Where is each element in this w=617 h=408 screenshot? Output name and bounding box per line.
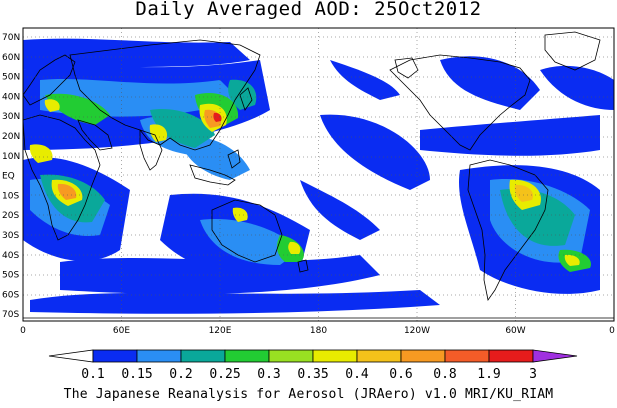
- colorbar-label: 0.3: [257, 367, 280, 382]
- colorbar-label: 0.1: [81, 367, 104, 382]
- longitude-labels: 0 60E 120E 180 120W 60W 0: [20, 326, 615, 336]
- longitude-label: 0: [609, 326, 615, 336]
- colorbar-swatch: [180, 349, 226, 363]
- colorbar-label: 1.9: [477, 367, 500, 382]
- footer-caption: The Japanese Reanalysis for Aerosol (JRA…: [63, 387, 554, 402]
- colorbar-swatch: [532, 349, 578, 363]
- latitude-label: 10S: [2, 191, 19, 201]
- latitude-label: EQ: [2, 172, 15, 182]
- latitude-label: 30S: [2, 231, 19, 241]
- longitude-label: 0: [20, 326, 26, 336]
- map-frame: [22, 27, 615, 322]
- colorbar-swatch: [48, 349, 94, 363]
- aod-field: [23, 38, 614, 314]
- colorbar-label: 0.35: [297, 367, 328, 382]
- colorbar-swatch: [224, 349, 270, 363]
- longitude-label: 120E: [209, 326, 232, 336]
- grid-lines: [23, 28, 614, 321]
- latitude-label: 50N: [2, 73, 20, 83]
- latitude-label: 20S: [2, 211, 19, 221]
- colorbar-label: 0.2: [169, 367, 192, 382]
- colorbar-swatch: [400, 349, 446, 363]
- latitude-label: 40N: [2, 92, 20, 102]
- latitude-label: 40S: [2, 251, 19, 261]
- colorbar-label: 0.15: [121, 367, 152, 382]
- latitude-label: 60S: [2, 290, 19, 300]
- latitude-label: 70S: [2, 310, 19, 320]
- latitude-label: 20N: [2, 132, 20, 142]
- latitude-label: 60N: [2, 53, 20, 63]
- colorbar-swatch: [488, 349, 534, 363]
- colorbar-label: 0.6: [389, 367, 412, 382]
- longitude-label: 180: [310, 326, 327, 336]
- colorbar-label: 0.25: [209, 367, 240, 382]
- chart-title: Daily Averaged AOD: 25Oct2012: [135, 0, 482, 20]
- longitude-label: 60W: [505, 326, 525, 336]
- latitude-label: 50S: [2, 271, 19, 281]
- latitude-labels: 70N 60N 50N 40N 30N 20N 10N EQ 10S 20S 30S 40S 50S 60…: [2, 33, 20, 320]
- colorbar-swatch: [444, 349, 490, 363]
- coastlines: [23, 31, 614, 319]
- colorbar-swatch: [356, 349, 402, 363]
- latitude-label: 30N: [2, 112, 20, 122]
- colorbar-label: 3: [529, 367, 537, 382]
- latitude-label: 70N: [2, 33, 20, 43]
- colorbar-label: 0.4: [345, 367, 369, 382]
- longitude-label: 120W: [404, 326, 430, 336]
- colorbar-swatch: [136, 349, 182, 363]
- latitude-label: 10N: [2, 152, 20, 162]
- color-scale-bar: 0.1 0.15 0.2 0.25 0.3 0.35 0.4 0.6 0.8 1.9 3: [48, 349, 578, 382]
- colorbar-swatch: [312, 349, 358, 363]
- colorbar-label: 0.8: [433, 367, 456, 382]
- colorbar-swatch: [268, 349, 314, 363]
- colorbar-swatch: [92, 349, 138, 363]
- longitude-label: 60E: [113, 326, 130, 336]
